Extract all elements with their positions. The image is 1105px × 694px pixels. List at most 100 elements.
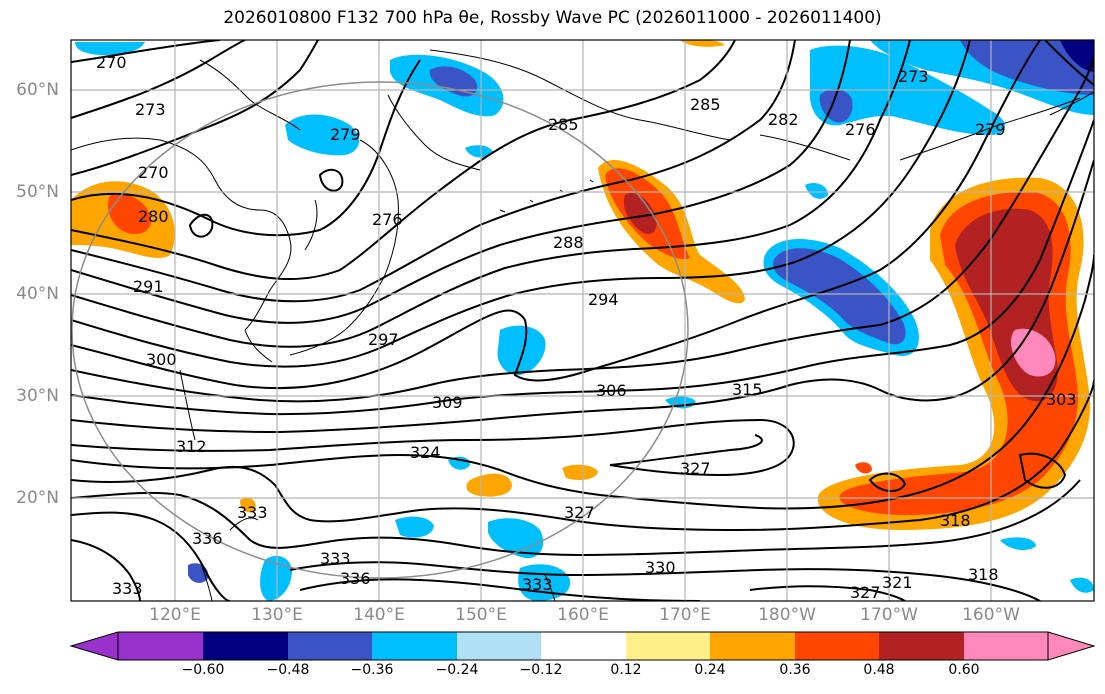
colorbar-segment (710, 632, 795, 660)
positive-anomaly-region (1010, 328, 1056, 377)
coastline (199, 59, 301, 131)
theta-e-contour (71, 40, 796, 303)
coastline (544, 574, 556, 601)
colorbar-segment (879, 632, 964, 660)
lon-label: 130°E (251, 605, 303, 625)
contour-label: 273 (898, 67, 929, 86)
contour-label: 333 (522, 575, 553, 594)
theta-e-contour (71, 539, 141, 601)
contour-label: 333 (237, 503, 268, 522)
contour-label: 315 (732, 380, 763, 399)
colorbar-tick-label: 0.12 (610, 662, 642, 678)
contour-label: 333 (320, 549, 351, 568)
lat-label: 20°N (16, 488, 59, 508)
contour-label: 276 (372, 210, 403, 229)
coastline (759, 134, 851, 161)
negative-anomaly-region (960, 40, 1094, 95)
colorbar-segment (626, 632, 710, 660)
theta-e-contour (71, 254, 1094, 510)
theta-e-contour (71, 54, 1094, 403)
contour-label: 282 (768, 110, 799, 129)
contour-label: 276 (845, 120, 876, 139)
theta-e-contour (188, 213, 214, 238)
positive-anomaly-region (855, 462, 872, 474)
contour-label: 327 (564, 503, 595, 522)
negative-anomaly-region (1000, 537, 1036, 550)
positive-anomaly-region (240, 498, 256, 513)
negative-anomaly-region (773, 248, 906, 345)
colorbar-segment (795, 632, 879, 660)
colorbar-segment (457, 632, 541, 660)
negative-anomaly-region (260, 555, 292, 601)
negative-anomaly-region (429, 66, 478, 97)
colorbar-tick-label: 0.24 (694, 662, 726, 678)
coastline (304, 199, 318, 251)
contour-label: 330 (645, 558, 676, 577)
colorbar-segment (541, 632, 626, 660)
contour-label: 321 (882, 573, 913, 592)
contour-label: 273 (135, 100, 166, 119)
positive-anomaly-region (562, 464, 598, 480)
theta-e-contour (71, 40, 971, 368)
theta-e-contour (71, 511, 231, 601)
contour-label: 324 (410, 443, 441, 462)
theta-e-contour (71, 40, 911, 348)
theta-e-contour (1044, 40, 1094, 86)
contour-label: 300 (146, 350, 177, 369)
lon-label: 170°W (860, 605, 918, 625)
theta-e-contour (71, 40, 319, 176)
contour-label: 318 (968, 565, 999, 584)
theta-e-contour (71, 119, 1094, 416)
coastline (244, 329, 273, 363)
lat-label: 30°N (16, 386, 59, 406)
theta-e-contour (1018, 452, 1067, 489)
range-circle (71, 81, 689, 579)
lat-label: 40°N (16, 284, 59, 304)
negative-anomaly-region (497, 325, 546, 376)
negative-anomaly-region (805, 183, 828, 199)
coastline (387, 94, 481, 171)
colorbar-segment (372, 632, 457, 660)
coastline (179, 369, 196, 441)
coastline (199, 559, 213, 601)
theta-e-contour (868, 472, 907, 492)
lon-label: 160°E (557, 605, 609, 625)
colorbar-tick-label: −0.60 (181, 662, 225, 678)
contour-label: 285 (548, 115, 579, 134)
colorbar-segment (288, 632, 372, 660)
theta-e-contour (71, 418, 795, 477)
contour-label: 306 (596, 381, 627, 400)
contour-label: 279 (330, 125, 361, 144)
colorbar-extend-low (69, 631, 119, 661)
theta-e-contour (71, 40, 851, 324)
theta-e-contour (71, 40, 221, 63)
theta-e-contour (289, 561, 1041, 601)
colorbar-segment (118, 632, 203, 660)
lon-label: 170°E (659, 605, 711, 625)
negative-anomaly-region (395, 516, 434, 538)
coastline (229, 517, 259, 531)
contour-label: 327 (850, 583, 881, 602)
positive-anomaly-region (107, 193, 151, 235)
contour-label: 333 (112, 579, 143, 598)
contour-label: 270 (96, 53, 127, 72)
coastline (71, 137, 292, 331)
colorbar-tick-label: −0.48 (266, 662, 310, 678)
contour-label: 291 (133, 277, 164, 296)
coastline (289, 139, 399, 356)
contour-label: 336 (340, 569, 371, 588)
colorbar-tick-label: 0.48 (863, 662, 895, 678)
contour-label: 288 (553, 233, 584, 252)
map-title: 2026010800 F132 700 hPa θe, Rossby Wave … (223, 8, 882, 28)
plot-border (70, 39, 1095, 602)
contour-label: 285 (690, 95, 721, 114)
negative-anomaly-region (285, 114, 360, 156)
contour-label: 270 (138, 163, 169, 182)
colorbar (69, 631, 1096, 661)
colorbar-tick-label: 0.60 (948, 662, 980, 678)
colorbar-tick-label: −0.36 (350, 662, 394, 678)
lon-label: 160°W (962, 605, 1020, 625)
colorbar-segment (964, 632, 1048, 660)
contour-label: 312 (176, 437, 207, 456)
